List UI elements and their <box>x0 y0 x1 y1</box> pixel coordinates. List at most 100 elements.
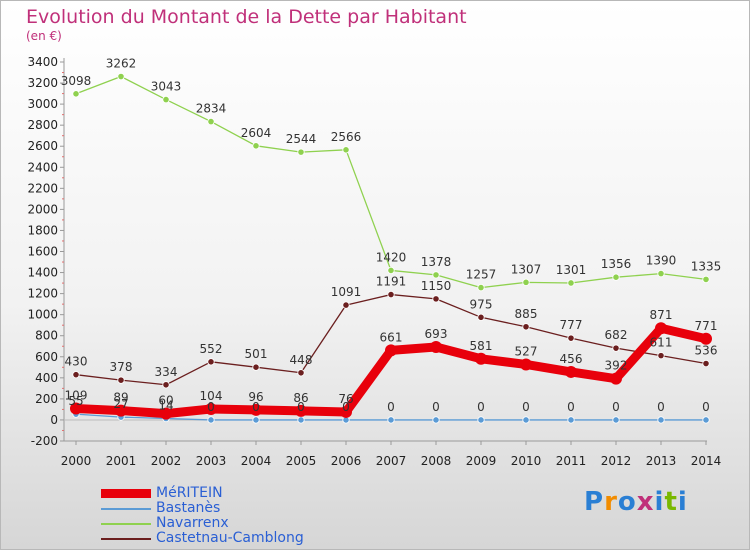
data-point <box>162 381 170 389</box>
data-label: 378 <box>110 360 133 374</box>
data-label: 0 <box>477 400 485 414</box>
logo-letter: r <box>604 487 618 517</box>
data-label: 1356 <box>601 257 632 271</box>
data-label: 0 <box>612 400 620 414</box>
data-label: 871 <box>650 308 673 322</box>
data-point <box>387 416 395 424</box>
data-point <box>520 358 532 371</box>
x-tick-label: 2004 <box>241 454 272 468</box>
y-tick-label: 2400 <box>27 160 58 174</box>
data-label: 89 <box>113 391 128 405</box>
proxiti-logo: Proxiti <box>584 487 688 517</box>
data-label: 0 <box>207 400 215 414</box>
data-point <box>522 416 530 424</box>
legend-swatch <box>101 489 151 498</box>
chart-title: Evolution du Montant de la Dette par Hab… <box>26 6 467 28</box>
data-point <box>117 72 125 81</box>
legend-label: MéRITEIN <box>156 485 223 501</box>
x-tick-label: 2013 <box>646 454 677 468</box>
legend-label: Castetnau-Camblong <box>156 530 304 546</box>
data-label: 771 <box>695 319 718 333</box>
data-point <box>70 402 82 415</box>
data-label: 27 <box>113 397 128 411</box>
data-point <box>612 273 620 281</box>
logo-letter: o <box>617 487 637 517</box>
logo-letter: i <box>677 487 688 517</box>
data-point <box>297 148 305 156</box>
data-label: 0 <box>567 400 575 414</box>
data-label: 96 <box>248 390 263 404</box>
data-point <box>567 279 575 287</box>
data-label: 0 <box>522 400 530 414</box>
data-point <box>657 352 665 360</box>
x-tick-label: 2011 <box>556 454 587 468</box>
data-label: 1390 <box>646 254 677 268</box>
data-label: 1335 <box>691 259 722 273</box>
data-label: 1307 <box>511 262 542 276</box>
y-tick-label: 2000 <box>27 202 58 216</box>
data-point <box>567 416 575 424</box>
y-tick-label: 1000 <box>27 308 58 322</box>
data-label: 0 <box>702 400 710 414</box>
logo-letter: P <box>584 487 605 517</box>
y-tick-label: 2600 <box>27 139 58 153</box>
data-label: 975 <box>470 297 493 311</box>
data-label: 1257 <box>466 268 497 282</box>
y-tick-label: 600 <box>35 350 58 364</box>
data-label: 885 <box>515 307 538 321</box>
data-label: 430 <box>65 355 88 369</box>
data-label: 777 <box>560 318 583 332</box>
data-point <box>477 313 485 321</box>
series-lines <box>70 72 712 424</box>
y-tick-label: 1400 <box>27 266 58 280</box>
y-tick-label: 1800 <box>27 223 58 237</box>
data-label: 2566 <box>331 130 362 144</box>
y-tick-label: 1200 <box>27 287 58 301</box>
x-tick-label: 2007 <box>376 454 407 468</box>
data-label: 611 <box>650 336 673 350</box>
data-label: 334 <box>155 365 178 379</box>
x-tick-label: 2001 <box>106 454 137 468</box>
legend-label: Bastanès <box>156 500 221 516</box>
logo-letter: i <box>654 487 665 517</box>
logo-letter: x <box>636 487 655 517</box>
data-point <box>252 363 260 371</box>
data-label: 3098 <box>61 74 92 88</box>
data-label: 693 <box>425 327 448 341</box>
y-tick-label: 0 <box>50 413 58 427</box>
logo-letter: t <box>664 487 678 517</box>
chart-unit: (en €) <box>26 29 62 43</box>
data-point <box>522 323 530 331</box>
data-point <box>297 416 305 424</box>
data-label: 60 <box>158 394 173 408</box>
data-label: 392 <box>605 359 628 373</box>
data-point <box>207 358 215 366</box>
data-label: 661 <box>380 330 403 344</box>
data-point <box>295 404 307 417</box>
data-point <box>340 405 352 418</box>
y-tick-label: 400 <box>35 371 58 385</box>
data-point <box>207 117 215 126</box>
legend-swatch <box>101 523 151 525</box>
legend-swatch <box>101 508 151 510</box>
data-label: 0 <box>297 400 305 414</box>
y-tick-label: 3400 <box>27 55 58 69</box>
data-point <box>160 407 172 420</box>
x-tick-label: 2006 <box>331 454 362 468</box>
data-point <box>162 95 170 104</box>
data-point <box>387 290 395 299</box>
data-label: 14 <box>158 398 173 412</box>
x-tick-label: 2008 <box>421 454 452 468</box>
x-ticks: 2000 2001 2002 2003 2004 2005 2006 2007 2008 2009… <box>61 441 721 468</box>
data-label: 0 <box>387 400 395 414</box>
data-label: 104 <box>200 389 223 403</box>
y-tick-label: 3200 <box>27 76 58 90</box>
data-point <box>115 404 127 417</box>
data-label: 86 <box>293 391 308 405</box>
data-label: 76 <box>338 392 353 406</box>
data-label: 0 <box>342 400 350 414</box>
data-point <box>72 90 80 98</box>
data-point <box>342 301 350 309</box>
data-label: 109 <box>65 388 88 402</box>
data-label: 1091 <box>331 285 362 299</box>
